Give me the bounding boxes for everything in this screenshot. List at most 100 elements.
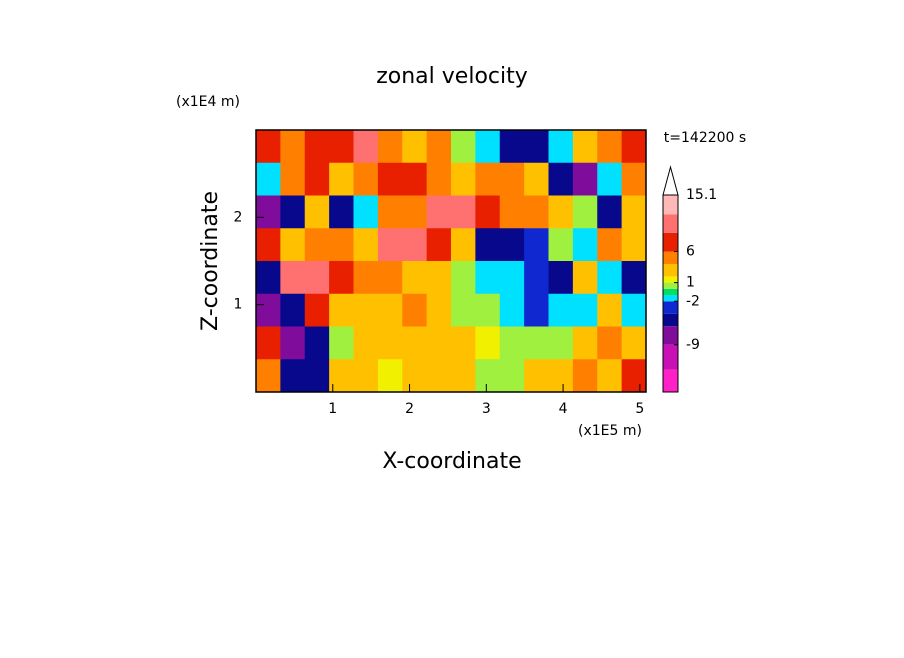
field-cell (572, 293, 598, 327)
field-cell (499, 195, 525, 229)
field-cell (304, 326, 330, 360)
field-cell (304, 293, 330, 327)
field-cell (402, 261, 428, 295)
field-cell (280, 359, 306, 393)
colorbar-box (663, 301, 678, 314)
field-cell (353, 293, 379, 327)
field-cell (377, 195, 403, 229)
field-cell (524, 359, 549, 393)
field-cell (353, 359, 379, 393)
field-cell (621, 261, 647, 295)
field-cell (621, 293, 647, 327)
field-cell (304, 130, 330, 164)
field-cell (353, 261, 379, 295)
field-cell (499, 326, 525, 360)
field-cell (377, 359, 403, 393)
field-cell (426, 261, 452, 295)
field-cell (524, 228, 549, 262)
field-cell (402, 195, 428, 229)
field-cell (451, 293, 476, 327)
colorbar-box (663, 214, 678, 233)
field-cell (475, 162, 501, 196)
field-cell (572, 359, 598, 393)
field-cell (597, 130, 623, 164)
field-cell (256, 228, 281, 262)
field-cell (475, 130, 501, 164)
field-cell (256, 359, 281, 393)
field-cell (548, 359, 574, 393)
colorbar-box (663, 313, 678, 327)
field-cell (475, 293, 501, 327)
field-cell (377, 293, 403, 327)
y-unit: (x1E4 m) (176, 94, 240, 110)
y-tick-label: 2 (234, 209, 243, 225)
y-axis-label: Z-coordinate (198, 191, 223, 331)
x-axis-label: X-coordinate (382, 449, 521, 474)
field-cell (304, 359, 330, 393)
field-cell (524, 293, 549, 327)
field-cell (499, 261, 525, 295)
field-cell (402, 293, 428, 327)
field-cell (353, 130, 379, 164)
field-cell (256, 261, 281, 295)
x-tick-label: 2 (405, 401, 414, 417)
colorbar-box (663, 251, 678, 264)
field-cell (499, 162, 525, 196)
field-cell (402, 326, 428, 360)
field-cell (426, 326, 452, 360)
field-cell (256, 326, 281, 360)
field-cell (572, 228, 598, 262)
field-cell (548, 228, 574, 262)
field-cell (256, 195, 281, 229)
field-cell (377, 326, 403, 360)
colorbar-tick-label: 6 (686, 244, 695, 260)
field-cell (280, 162, 306, 196)
field-cell (451, 228, 476, 262)
time-label: t=142200 s (664, 130, 746, 146)
field-cell (329, 326, 354, 360)
field-cell (572, 130, 598, 164)
field-cell (329, 261, 354, 295)
field-cell (572, 195, 598, 229)
field-cell (524, 326, 549, 360)
field-cell (597, 326, 623, 360)
field-cell (621, 195, 647, 229)
field-cell (524, 261, 549, 295)
colorbar-box (663, 288, 678, 296)
colorbar-box (663, 276, 678, 283)
field-cell (377, 261, 403, 295)
colorbar-frame (662, 194, 679, 393)
field-cell (548, 293, 574, 327)
field-cell (353, 228, 379, 262)
colorbar-box (663, 344, 678, 370)
field-cell (329, 293, 354, 327)
colorbar-box (663, 326, 678, 345)
x-tick-label: 4 (559, 401, 568, 417)
field-cell (524, 130, 549, 164)
field-cell (597, 293, 623, 327)
field-cell (475, 195, 501, 229)
field-cell (402, 228, 428, 262)
field-cell (621, 326, 647, 360)
field-cell (353, 326, 379, 360)
field-cell (621, 228, 647, 262)
y-tick-label: 1 (234, 297, 243, 313)
colorbar-box (663, 369, 678, 392)
field-cell (548, 195, 574, 229)
field-cell (499, 359, 525, 393)
field-cell (329, 228, 354, 262)
field-cell (280, 326, 306, 360)
field-cell (256, 293, 281, 327)
colorbar-box (663, 232, 678, 252)
field-cell (304, 195, 330, 229)
field-cell (475, 326, 501, 360)
field-cell (572, 162, 598, 196)
field-cell (451, 195, 476, 229)
field-cell (426, 130, 452, 164)
field-cell (621, 130, 647, 164)
field-cell (524, 162, 549, 196)
field-cell (280, 261, 306, 295)
field-cell (402, 359, 428, 393)
colorbar-box (663, 295, 678, 302)
field-cell (451, 359, 476, 393)
